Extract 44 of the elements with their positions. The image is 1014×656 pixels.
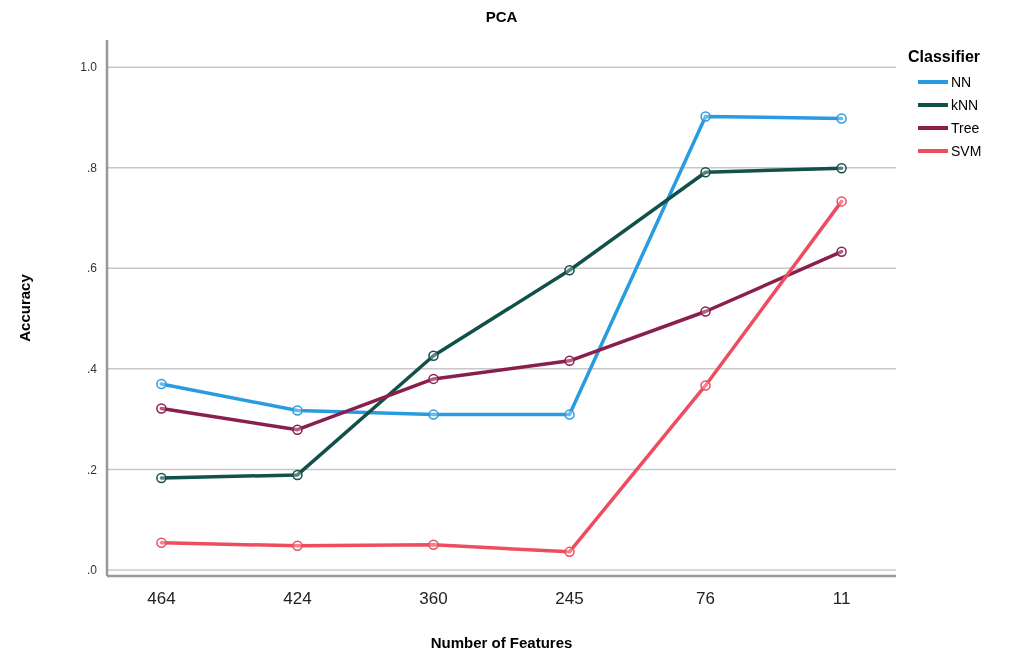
point <box>564 546 575 558</box>
y-tick-label: .6 <box>86 261 98 276</box>
point <box>428 409 439 420</box>
point <box>836 246 847 257</box>
point <box>292 469 303 481</box>
point <box>292 540 303 552</box>
chart-title: PCA <box>485 8 518 25</box>
legend-label: NN <box>951 73 972 90</box>
point <box>564 409 575 420</box>
y-tick-label: .8 <box>86 160 98 175</box>
point <box>564 355 575 367</box>
legend-label: kNN <box>951 96 979 113</box>
x-axis-title: Number of Features <box>430 634 573 651</box>
point <box>700 111 711 122</box>
point <box>292 424 303 435</box>
point <box>428 373 439 385</box>
y-tick-label: 1.0 <box>80 60 98 75</box>
legend-title: Classifier <box>908 48 981 65</box>
point <box>428 539 439 551</box>
point <box>700 306 711 317</box>
y-axis-title: Accuracy <box>16 273 33 342</box>
legend-label: SVM <box>951 142 982 159</box>
point <box>428 350 439 362</box>
y-tick-label: .2 <box>86 462 98 477</box>
point <box>292 405 303 416</box>
x-tick-label: 360 <box>419 589 448 608</box>
point <box>564 265 575 276</box>
x-tick-label: 424 <box>283 589 312 608</box>
point <box>836 196 847 207</box>
legend-label: Tree <box>951 119 980 136</box>
point <box>156 472 167 484</box>
x-tick-label: 464 <box>147 589 176 608</box>
x-tick-label: 76 <box>696 589 716 608</box>
point <box>700 166 711 178</box>
point <box>836 113 847 124</box>
point <box>700 380 711 391</box>
point <box>836 162 847 174</box>
point <box>156 378 167 390</box>
y-tick-label: .0 <box>86 563 98 578</box>
point <box>156 537 167 549</box>
y-tick-label: .4 <box>86 362 98 377</box>
x-tick-label: 11 <box>832 589 851 608</box>
x-tick-label: 245 <box>555 589 584 608</box>
point <box>156 403 167 414</box>
